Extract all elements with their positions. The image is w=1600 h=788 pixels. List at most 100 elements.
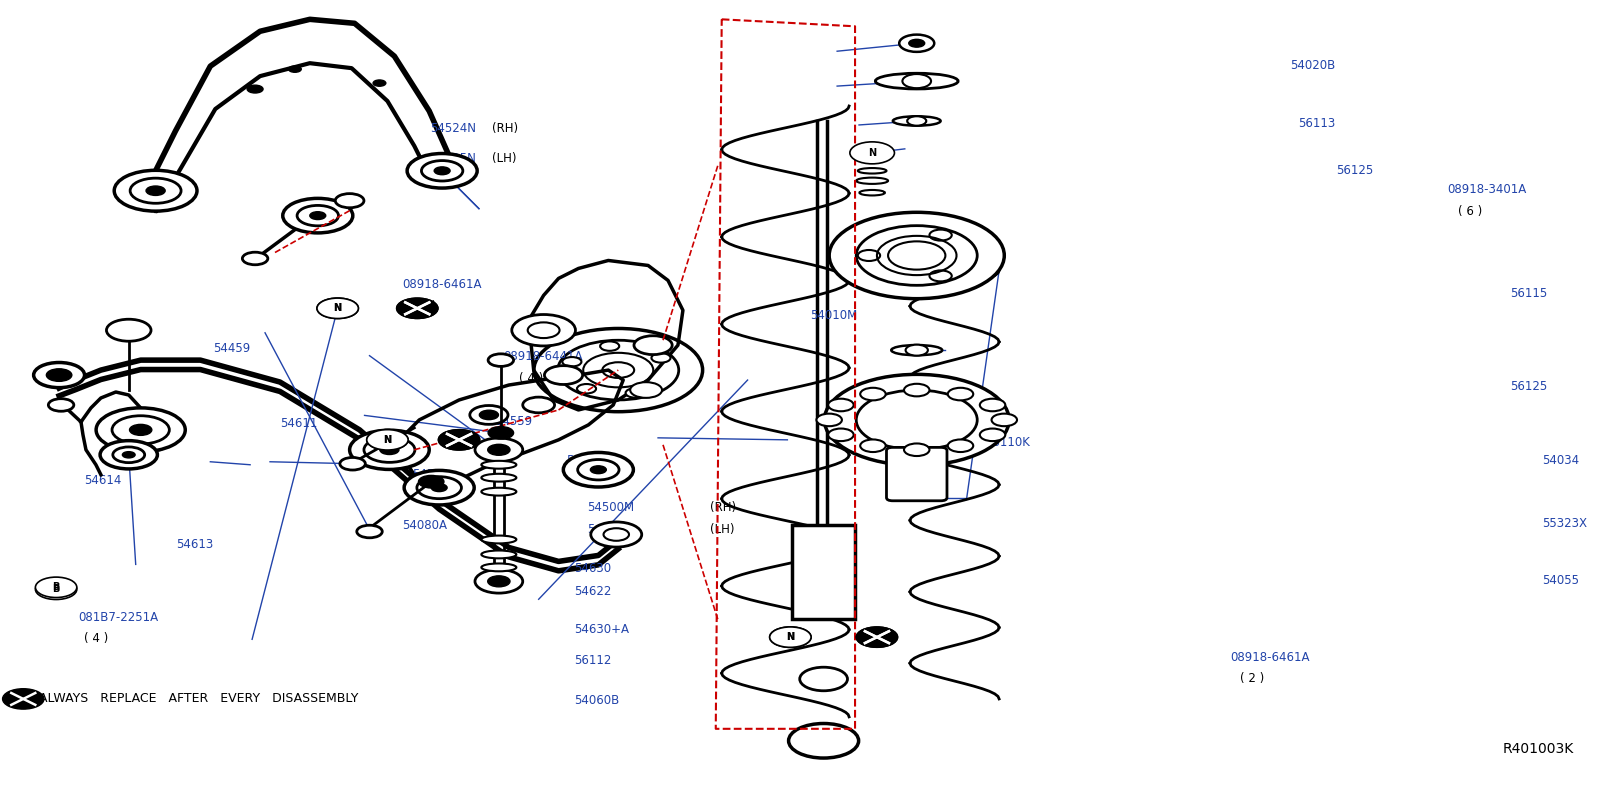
Circle shape (824, 374, 1010, 466)
Circle shape (373, 80, 386, 86)
Text: 54501M: 54501M (587, 522, 635, 536)
Circle shape (336, 194, 363, 208)
Circle shape (246, 85, 262, 93)
Ellipse shape (859, 190, 885, 195)
Circle shape (899, 35, 934, 52)
Text: N: N (384, 435, 392, 445)
Circle shape (856, 390, 978, 450)
Text: N: N (786, 632, 795, 642)
Circle shape (438, 429, 480, 450)
Circle shape (904, 384, 930, 396)
Circle shape (909, 39, 925, 47)
Circle shape (850, 142, 894, 164)
Circle shape (534, 329, 702, 411)
Circle shape (578, 459, 619, 480)
Circle shape (421, 161, 462, 181)
Text: (LH): (LH) (491, 152, 517, 165)
Text: N: N (869, 148, 877, 158)
Circle shape (558, 340, 678, 400)
Circle shape (544, 366, 582, 385)
Circle shape (816, 414, 842, 426)
Circle shape (902, 74, 931, 88)
Text: 54500M: 54500M (587, 501, 634, 515)
Circle shape (562, 357, 581, 366)
Circle shape (800, 667, 848, 691)
Text: B: B (53, 585, 59, 594)
Circle shape (858, 250, 880, 261)
Text: 54622: 54622 (574, 585, 611, 598)
Circle shape (438, 429, 480, 450)
Circle shape (310, 212, 326, 220)
Circle shape (602, 362, 634, 378)
Text: (RH): (RH) (491, 122, 518, 135)
Circle shape (405, 470, 474, 505)
Circle shape (584, 353, 653, 388)
Circle shape (634, 336, 672, 355)
Text: 56125: 56125 (1336, 164, 1374, 177)
Text: 54020B: 54020B (1290, 59, 1336, 72)
Circle shape (947, 388, 973, 400)
Text: 54060B: 54060B (574, 693, 619, 707)
Circle shape (829, 429, 854, 441)
Ellipse shape (482, 551, 517, 559)
Text: ALWAYS   REPLACE   AFTER   EVERY   DISASSEMBLY: ALWAYS REPLACE AFTER EVERY DISASSEMBLY (38, 693, 358, 705)
Circle shape (861, 440, 886, 452)
Circle shape (488, 426, 514, 439)
Circle shape (907, 117, 926, 125)
Circle shape (46, 369, 72, 381)
Circle shape (339, 458, 365, 470)
Circle shape (35, 579, 77, 600)
Text: 54580: 54580 (413, 467, 450, 481)
Ellipse shape (893, 117, 941, 125)
Circle shape (829, 212, 1005, 299)
Circle shape (397, 298, 438, 318)
Circle shape (96, 408, 186, 452)
Circle shape (379, 445, 398, 455)
Circle shape (930, 229, 952, 240)
Circle shape (130, 425, 152, 435)
Text: N: N (384, 435, 392, 445)
Ellipse shape (891, 345, 942, 355)
Circle shape (856, 225, 978, 285)
Circle shape (600, 341, 619, 351)
Text: 55323X: 55323X (1542, 517, 1587, 530)
Circle shape (626, 388, 645, 398)
Circle shape (357, 526, 382, 537)
Circle shape (112, 416, 170, 444)
Circle shape (563, 452, 634, 487)
Circle shape (419, 475, 443, 488)
Circle shape (590, 466, 606, 474)
Text: 54611: 54611 (280, 418, 317, 430)
Circle shape (904, 444, 930, 456)
Circle shape (283, 199, 354, 233)
Text: 081B7-2251A: 081B7-2251A (78, 611, 158, 624)
Ellipse shape (482, 536, 517, 544)
Circle shape (114, 170, 197, 211)
Text: ( 4 ): ( 4 ) (518, 372, 542, 385)
Ellipse shape (875, 73, 958, 89)
Text: (RH): (RH) (710, 501, 736, 515)
Text: N: N (334, 303, 342, 314)
Text: 54630: 54630 (574, 562, 611, 574)
Text: 08918-6461A: 08918-6461A (1230, 651, 1310, 663)
Circle shape (432, 484, 446, 492)
Circle shape (48, 399, 74, 411)
Circle shape (523, 397, 555, 413)
Circle shape (35, 577, 77, 597)
Circle shape (418, 477, 461, 499)
Circle shape (122, 452, 134, 458)
Text: 56110K: 56110K (986, 437, 1030, 449)
Circle shape (363, 437, 414, 463)
Circle shape (34, 362, 85, 388)
Circle shape (770, 627, 811, 648)
Circle shape (130, 178, 181, 203)
Circle shape (979, 429, 1005, 441)
Text: (LH): (LH) (710, 522, 734, 536)
Text: 54559: 54559 (494, 415, 533, 428)
Circle shape (856, 627, 898, 648)
Text: 54055: 54055 (1542, 574, 1579, 587)
Text: 54618: 54618 (566, 454, 603, 467)
Text: R401003K: R401003K (1502, 742, 1574, 756)
Circle shape (528, 322, 560, 338)
Circle shape (856, 627, 898, 648)
